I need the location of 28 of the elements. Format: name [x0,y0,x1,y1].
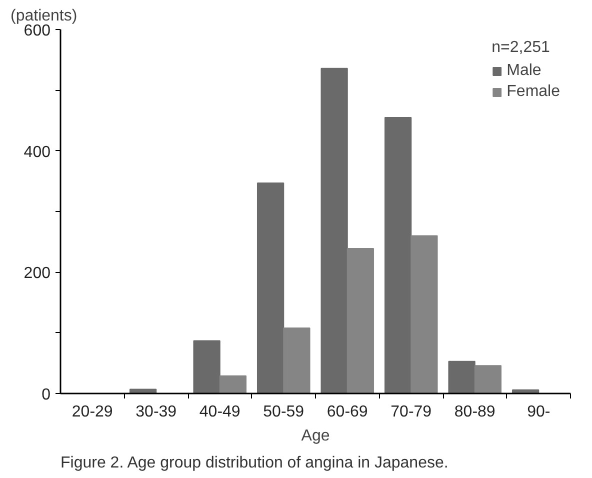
bar [474,365,502,394]
legend-label: Female [506,83,560,101]
x-tick-label: 80-89 [454,404,496,420]
y-tick-label: 200 [24,265,51,282]
x-tick-label: 50-59 [263,404,304,420]
bar [283,327,310,394]
x-tick-label: 70-79 [390,404,432,420]
x-tick-label: 20-29 [72,404,113,420]
bar [193,340,220,394]
y-tick-label: 600 [24,22,51,40]
bar [256,182,284,394]
bar [320,68,348,394]
x-tick-label: 90- [527,404,550,420]
bar [384,116,412,394]
y-tick-label: 400 [24,144,51,161]
bar [346,248,374,394]
x-tick-label: 30-39 [136,404,177,420]
y-axis-title: (patients) [10,8,78,24]
x-axis-title: Age [301,428,330,444]
bar [410,235,438,394]
bar [219,375,247,394]
legend-title: n=2,251 [492,39,551,57]
x-tick-label: 60-69 [326,404,368,420]
x-tick-label: 40-49 [199,404,240,420]
caption: Figure 2. Age group distribution of angina in Japanese. [60,454,448,472]
legend-label: Male [506,62,542,80]
bar [448,360,476,394]
y-tick-label: 0 [42,386,51,404]
